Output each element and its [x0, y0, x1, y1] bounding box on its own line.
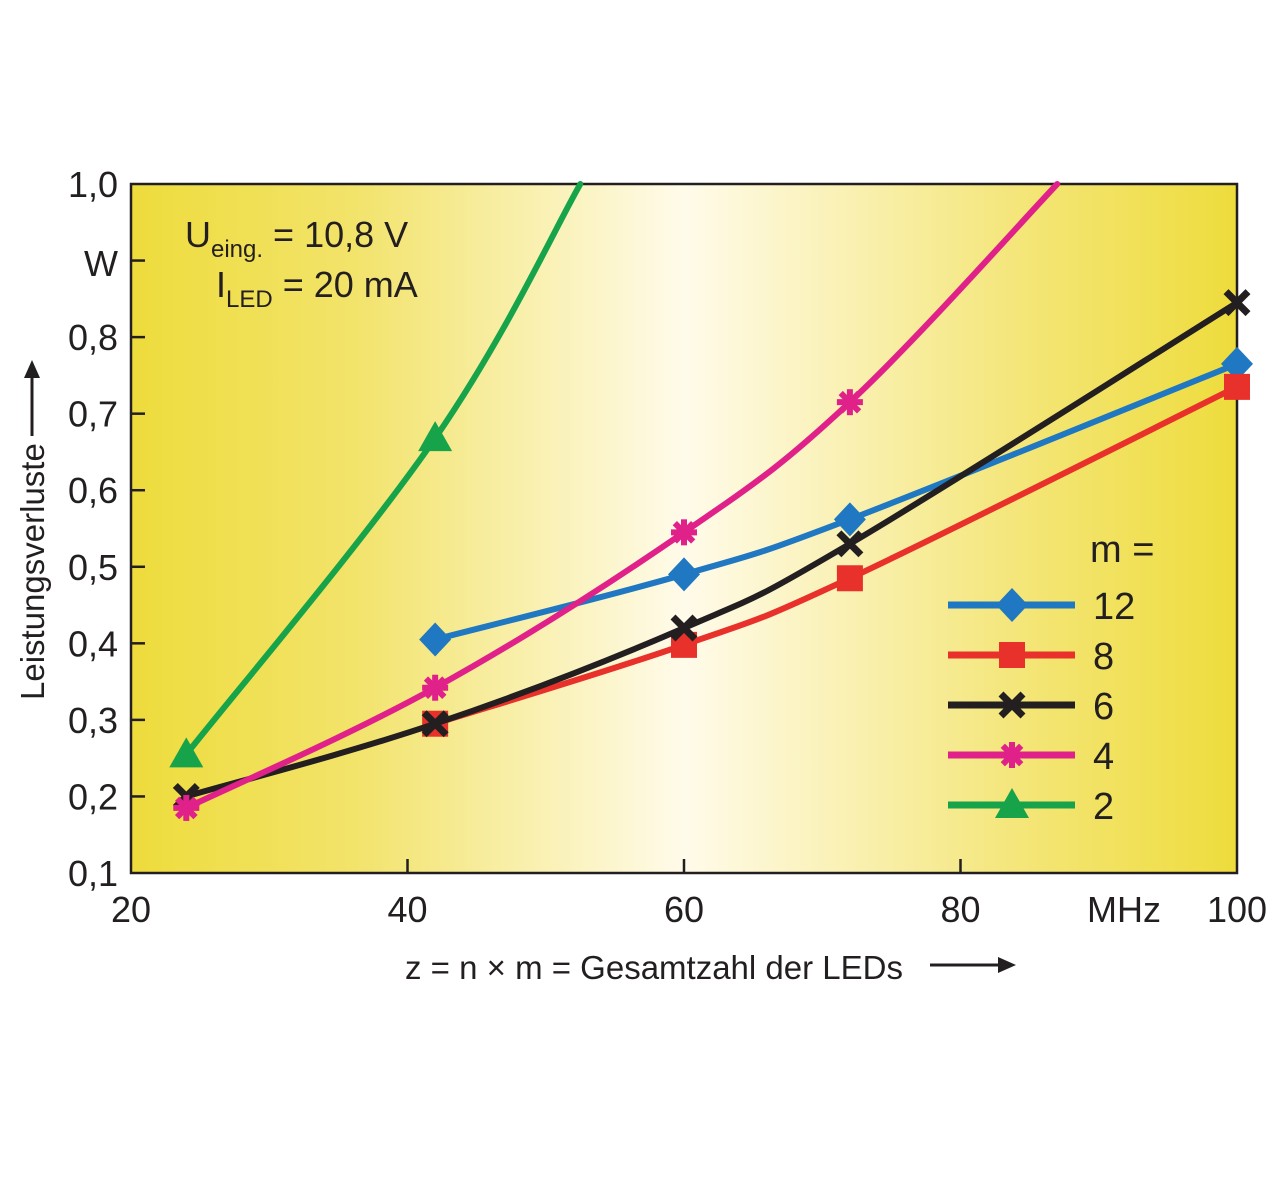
y-tick-label: 0,8: [68, 317, 118, 358]
y-tick-label: 0,1: [68, 853, 118, 894]
data-point: [671, 519, 697, 546]
series-12: [419, 346, 1253, 657]
data-point: [422, 674, 449, 701]
x-tick-label: 20: [111, 889, 151, 930]
y-tick-label: 0,2: [68, 776, 118, 817]
annotation-voltage-subscript: eing.: [211, 236, 263, 263]
x-axis-title: z = n × m = Gesamtzahl der LEDs: [405, 949, 903, 986]
annotation-current-subscript: LED: [226, 286, 273, 313]
series-line: [432, 360, 1240, 643]
annotation-current-value: = 20 mA: [273, 264, 418, 305]
annotation-current: ILED = 20 mA: [216, 264, 418, 313]
y-tick-label: 1,0: [68, 164, 118, 205]
legend-item: 8: [948, 636, 1114, 678]
y-unit-label: W: [84, 243, 118, 284]
x-tick-label: 40: [387, 889, 427, 930]
data-point: [668, 557, 700, 592]
x-tick-label: 100: [1207, 889, 1267, 930]
x-axis-arrow: [930, 957, 1016, 973]
annotation-current-symbol: I: [216, 264, 226, 305]
legend-marker: [999, 642, 1025, 668]
data-point: [670, 614, 698, 642]
y-tick-label: 0,4: [68, 623, 118, 664]
y-tick-label: 0,5: [68, 547, 118, 588]
x-tick-label: 80: [940, 889, 980, 930]
legend-item: 2: [948, 786, 1114, 828]
data-point: [836, 565, 863, 592]
x-unit-label: MHz: [1087, 889, 1161, 930]
legend-title: m =: [1090, 529, 1154, 571]
series-4: [173, 181, 1061, 821]
y-axis-arrow: [24, 360, 40, 436]
data-point: [1223, 289, 1251, 317]
data-point: [169, 737, 204, 768]
legend-marker: [995, 788, 1029, 818]
legend-item: 4: [948, 736, 1114, 778]
y-tick-label: 0,3: [68, 700, 118, 741]
legend-item: 12: [948, 586, 1135, 628]
legend-marker: [998, 691, 1026, 719]
legend-marker: [999, 742, 1025, 768]
data-point: [418, 421, 453, 452]
series-2: [169, 181, 584, 768]
y-axis-title: Leistungsverluste: [14, 443, 51, 700]
series-layer: [169, 181, 1253, 821]
data-point: [421, 710, 449, 738]
data-point: [1224, 373, 1250, 400]
annotation-voltage-symbol: U: [185, 214, 211, 255]
data-point: [173, 794, 200, 821]
data-point: [419, 622, 452, 657]
data-point: [836, 389, 863, 416]
legend-label: 4: [1093, 736, 1114, 778]
data-point: [836, 530, 864, 558]
y-tick-label: 0,6: [68, 470, 118, 511]
legend-label: 8: [1093, 636, 1114, 678]
data-point: [1221, 346, 1253, 381]
x-tick-label: 60: [664, 889, 704, 930]
data-point: [833, 502, 866, 537]
legend-label: 2: [1093, 786, 1114, 828]
annotation-voltage-value: = 10,8 V: [263, 214, 408, 255]
y-tick-label: 0,7: [68, 394, 118, 435]
legend-marker: [996, 588, 1028, 622]
axis-ticks: 20 40 60 80 100 0,1 0,2 0,3 0,4 0,5 0,6 0,7 0,8 1,0: [68, 164, 1267, 930]
legend-item: 6: [948, 686, 1114, 728]
legend: 12 8 6 4 2: [948, 586, 1135, 828]
legend-label: 12: [1093, 586, 1135, 628]
series-line: [432, 383, 1240, 727]
annotation-voltage: Ueing. = 10,8 V: [185, 214, 408, 263]
legend-label: 6: [1093, 686, 1114, 728]
